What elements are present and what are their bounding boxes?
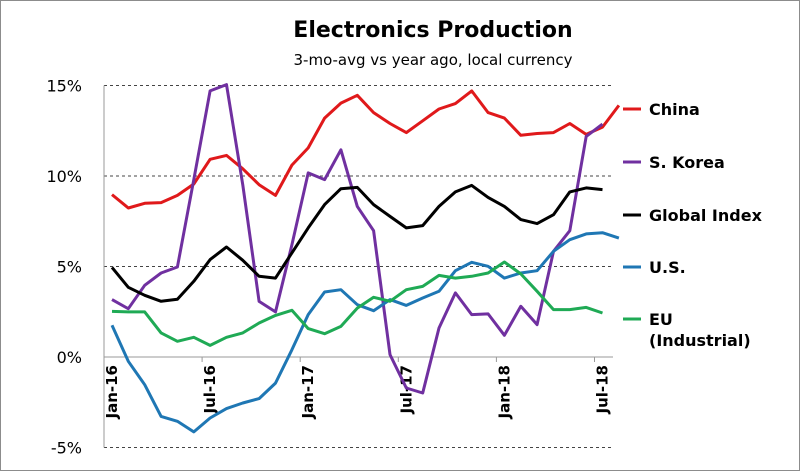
legend-label-line: EU	[649, 310, 673, 329]
x-tick-label: Jul-18	[594, 365, 612, 415]
series-line-eu-industrial-	[111, 260, 603, 347]
legend-label: Global Index	[649, 206, 763, 225]
series-line-china	[111, 89, 621, 210]
series-line-u-s-	[110, 231, 620, 434]
legend-label: EU (Industrial)	[649, 310, 751, 350]
y-tick-label: 5%	[57, 258, 82, 277]
x-tick-label: Jul-16	[201, 365, 219, 415]
legend-label: S. Korea	[649, 153, 725, 172]
legend-label: China	[649, 100, 700, 119]
x-tick-label: Jan-16	[103, 365, 121, 419]
y-tick-label: -5%	[51, 439, 82, 458]
x-tick-label: Jan-17	[299, 365, 317, 419]
chart-title: Electronics Production	[293, 18, 572, 43]
chart-subtitle: 3-mo-avg vs year ago, local currency	[294, 51, 573, 69]
legend-label-line: (Industrial)	[649, 331, 751, 350]
y-tick-label: 15%	[46, 77, 82, 96]
x-tick-label: Jan-18	[495, 365, 513, 419]
y-tick-label: 0%	[57, 348, 82, 367]
series-line-s-korea	[111, 83, 604, 395]
y-tick-label: 10%	[46, 167, 82, 186]
series-line-global-index	[110, 183, 603, 303]
legend-label: U.S.	[649, 258, 686, 277]
